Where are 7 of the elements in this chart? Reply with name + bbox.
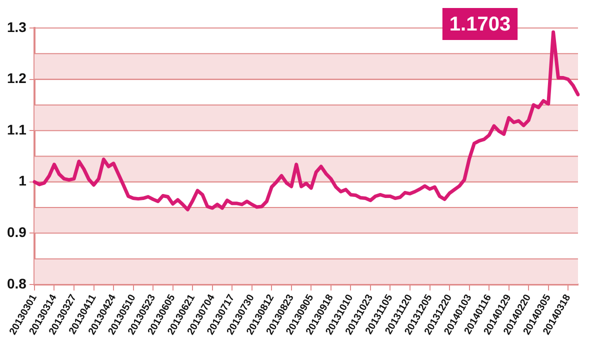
y-tick-label: 1.2 xyxy=(6,70,27,86)
y-tick-label: 1.3 xyxy=(6,18,27,35)
y-tick-label: 1.1 xyxy=(6,121,27,138)
annotation: 1.1703 xyxy=(449,14,511,36)
y-tick-label: 0.8 xyxy=(6,275,27,292)
y-tick-label: 1 xyxy=(18,172,27,189)
y-tick-label: 0.9 xyxy=(6,224,27,240)
